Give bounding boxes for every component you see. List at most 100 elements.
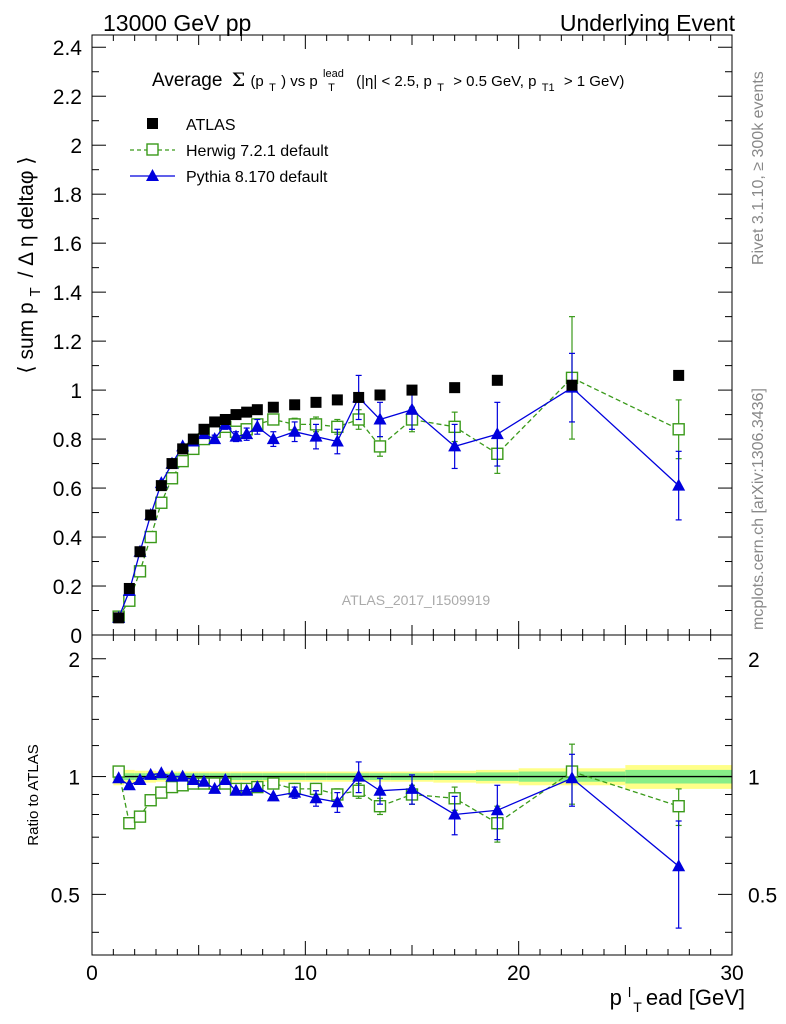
ratio-pythia-point xyxy=(266,789,280,802)
x-tick-label: 30 xyxy=(720,962,743,985)
pythia-point xyxy=(672,478,686,491)
ratio-pythia-point xyxy=(672,859,686,872)
y-tick-label: 0 xyxy=(70,625,82,648)
title-part-2-sub: T xyxy=(269,82,276,94)
legend-atlas-label: ATLAS xyxy=(186,117,236,134)
ratio-pythia-point xyxy=(112,771,126,784)
ratio-pythia-point xyxy=(565,771,579,784)
atlas-point xyxy=(241,406,253,418)
ratio-herwig-point xyxy=(133,810,147,823)
ratio-y-tick-label-left: 0.5 xyxy=(51,884,80,907)
y-tick-label: 0.2 xyxy=(53,576,82,599)
atlas-point xyxy=(406,384,418,396)
title-part-4: (|η| < 2.5, p xyxy=(356,73,432,90)
y-tick-label: 1.4 xyxy=(53,282,83,305)
pythia-point xyxy=(448,439,462,452)
y-tick-label: 0.4 xyxy=(53,527,83,550)
title-part-1: Average xyxy=(152,70,222,91)
legend-herwig-marker xyxy=(146,143,159,156)
atlas-point xyxy=(289,399,301,411)
header-left: 13000 GeV pp xyxy=(103,10,251,36)
atlas-point xyxy=(310,396,322,408)
main-y-tick-labels: 0 0.2 0.4 0.6 0.8 1 1.2 1.4 1.6 1.8 2 2.2 2.4 xyxy=(53,37,83,648)
main-herwig-series xyxy=(112,316,685,623)
ratio-pythia-point xyxy=(133,772,147,785)
ratio-y-tick-label-left: 1 xyxy=(68,767,80,790)
herwig-point xyxy=(672,423,685,436)
pythia-point xyxy=(229,429,243,442)
pythia-point xyxy=(208,432,222,445)
ratio-herwig-point xyxy=(144,794,157,807)
ratio-herwig-point xyxy=(165,780,179,794)
atlas-point xyxy=(113,612,125,624)
ratio-pythia-series xyxy=(112,753,686,929)
ratio-pythia-point xyxy=(165,769,179,782)
legend-herwig-label: Herwig 7.2.1 default xyxy=(186,143,329,160)
ratio-pythia-point xyxy=(240,783,254,796)
atlas-point xyxy=(353,391,365,403)
atlas-point xyxy=(566,379,578,391)
atlas-point xyxy=(198,423,210,435)
pythia-point xyxy=(330,434,344,447)
ratio-pythia-point xyxy=(490,803,504,816)
ratio-pythia-point xyxy=(405,781,419,794)
main-axis-ticks xyxy=(91,35,733,636)
ratio-herwig-series xyxy=(112,743,685,843)
ratio-pythia-point xyxy=(208,781,222,794)
atlas-point xyxy=(230,409,242,421)
atlas-point xyxy=(673,369,685,381)
y-tick-label: 2.4 xyxy=(53,37,83,60)
x-label-sub: T xyxy=(633,999,642,1015)
y-tick-label: 1 xyxy=(70,380,82,403)
ratio-pythia-point xyxy=(154,766,168,779)
ratio-herwig-point xyxy=(123,817,136,830)
atlas-point xyxy=(251,404,263,416)
ratio-pythia-point xyxy=(250,780,264,793)
y-tick-label: 0.6 xyxy=(53,478,82,501)
ratio-herwig-point xyxy=(155,786,168,799)
title-part-4-sub: T xyxy=(437,82,444,94)
atlas-point xyxy=(449,382,461,394)
ratio-y-tick-label-right: 2 xyxy=(748,649,760,672)
ratio-pythia-point xyxy=(186,772,200,785)
atlas-point xyxy=(187,433,199,445)
atlas-point xyxy=(491,374,503,386)
ratio-tick-labels: 0.5 0.51 12 20 10 20 30 xyxy=(51,649,777,985)
x-tick-label: 0 xyxy=(86,962,98,985)
ratio-herwig-point xyxy=(267,777,280,790)
herwig-point xyxy=(373,440,387,453)
ratio-y-tick-label-right: 0.5 xyxy=(748,884,777,907)
y-tick-label: 2.2 xyxy=(53,86,82,109)
atlas-point xyxy=(374,389,386,401)
atlas-point xyxy=(209,416,221,428)
x-tick-label: 10 xyxy=(294,962,317,985)
pythia-point xyxy=(250,419,264,432)
pythia-point xyxy=(240,427,254,440)
atlas-point xyxy=(123,582,135,594)
atlas-point xyxy=(155,480,167,492)
ratio-y-tick-label-right: 1 xyxy=(748,767,760,790)
herwig-point xyxy=(155,496,168,509)
atlas-point xyxy=(134,546,146,558)
ratio-pythia-point xyxy=(309,791,323,804)
herwig-point xyxy=(165,472,179,485)
title-part-6: > 1 GeV) xyxy=(564,73,624,90)
herwig-point xyxy=(176,454,189,468)
main-atlas-series xyxy=(113,369,685,624)
x-axis-label: p l T ead [GeV] xyxy=(610,977,745,1017)
y-tick-label: 1.6 xyxy=(53,233,82,256)
title-sigma: Σ xyxy=(232,69,245,91)
y-tick-label: 1.8 xyxy=(53,184,82,207)
atlas-point xyxy=(166,458,178,470)
atlas-point xyxy=(267,401,279,413)
ratio-herwig-point xyxy=(672,800,685,813)
ratio-pythia-point xyxy=(197,774,211,787)
pythia-point xyxy=(373,412,387,425)
plot-title: Average Σ (p T ) vs p lead T (|η| < 2.5,… xyxy=(152,61,624,96)
analysis-watermark: ATLAS_2017_I1509919 xyxy=(342,592,491,608)
atlas-point xyxy=(145,509,157,521)
ratio-y-axis-label: Ratio to ATLAS xyxy=(25,744,42,845)
title-part-3-sup: lead xyxy=(323,68,344,80)
title-part-5: > 0.5 GeV, p xyxy=(453,73,536,90)
